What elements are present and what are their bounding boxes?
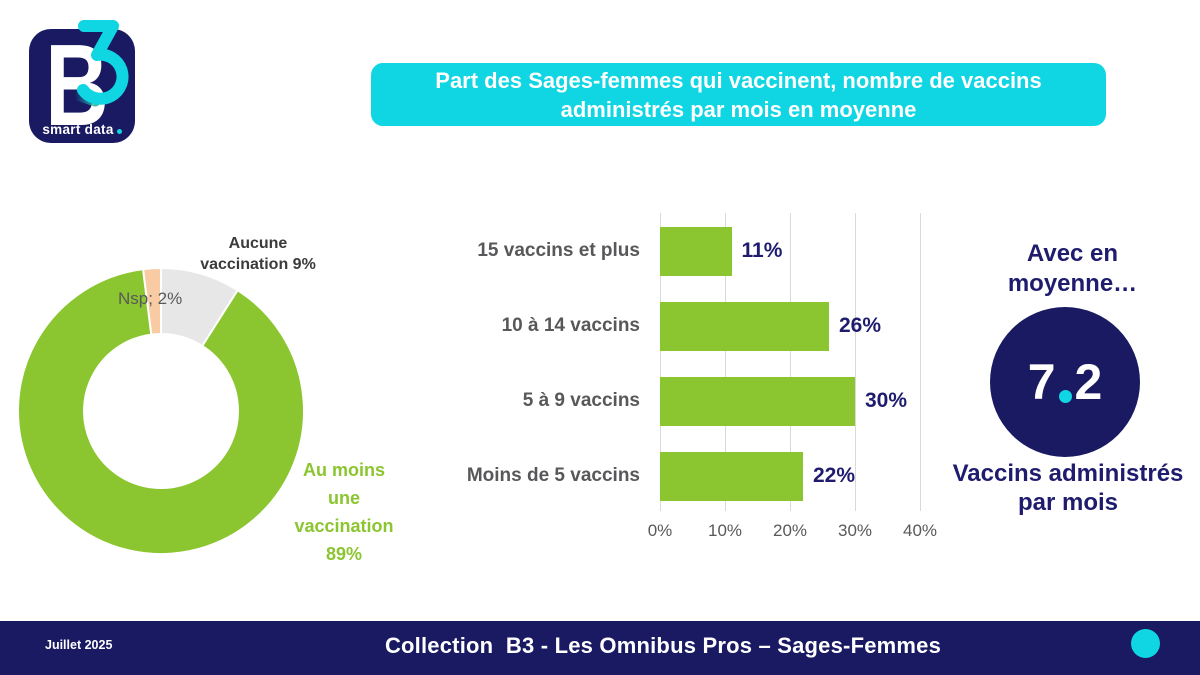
x-axis-tick-label: 20%	[772, 521, 808, 540]
donut-label-aucune-line2: vaccination 9%	[200, 256, 316, 273]
grid-line	[920, 213, 921, 511]
footer-collection-title: Collection B3 - Les Omnibus Pros – Sages…	[384, 633, 942, 658]
bar	[660, 377, 855, 426]
average-caption: Vaccins administrés par mois	[952, 460, 1184, 516]
average-value: 7 2	[1028, 357, 1103, 407]
logo-digit-3-icon	[77, 20, 129, 105]
average-circle: 7 2	[990, 307, 1140, 457]
donut-slice	[141, 266, 162, 336]
bar-value-label: 11%	[741, 239, 783, 262]
grid-line	[790, 213, 791, 511]
decimal-dot-icon	[1058, 390, 1072, 403]
bar	[660, 227, 732, 276]
donut-label-au-moins-line1: Au moins	[302, 460, 385, 480]
bar-category-label: 10 à 14 vaccins	[501, 315, 640, 336]
donut-label-au-moins-line3: vaccination	[294, 516, 394, 536]
donut-label-nsp: Nsp; 2%	[118, 289, 183, 308]
donut-label-au-moins-line4: 89%	[325, 544, 363, 564]
donut-label-aucune: Aucune vaccination 9%	[158, 233, 358, 275]
x-axis-tick-label: 0%	[647, 521, 673, 540]
slide-title-banner: Part des Sages-femmes qui vaccinent, nom…	[371, 63, 1106, 126]
donut-label-au-moins-line2: une	[327, 488, 360, 508]
bar-category-label: 5 à 9 vaccins	[522, 390, 640, 411]
grid-line	[725, 213, 726, 511]
grid-line	[660, 213, 661, 511]
donut-chart	[17, 266, 305, 555]
average-value-integer: 7	[1027, 354, 1056, 410]
average-heading: Avec en moyenne…	[1007, 240, 1138, 297]
logo-tagline: smart data	[29, 122, 135, 137]
bar	[660, 302, 829, 351]
logo-tagline-dot-icon	[116, 129, 122, 134]
bar-value-label: 22%	[813, 464, 856, 487]
average-value-decimal: 2	[1074, 354, 1103, 410]
x-axis-tick-label: 10%	[707, 521, 743, 540]
bar-value-label: 26%	[839, 314, 882, 337]
donut-label-aucune-line1: Aucune	[228, 235, 288, 252]
bar-category-label: 15 vaccins et plus	[477, 240, 640, 261]
x-axis-tick-label: 40%	[902, 521, 938, 540]
x-axis-tick-label: 30%	[837, 521, 873, 540]
bar	[660, 452, 803, 501]
footer-cyan-dot-icon	[1131, 629, 1160, 658]
logo-tagline-text: smart data	[42, 122, 114, 137]
bar-value-label: 30%	[865, 389, 908, 412]
b3-smart-data-logo: B	[29, 20, 135, 150]
donut-slice	[17, 268, 305, 555]
slide-title: Part des Sages-femmes qui vaccinent, nom…	[435, 67, 1042, 122]
bar-category-label: Moins de 5 vaccins	[466, 465, 640, 486]
footer-bar	[0, 621, 1200, 675]
grid-line	[855, 213, 856, 511]
footer-date: Juillet 2025	[45, 638, 113, 652]
donut-label-au-moins: Au moins une vaccination 89%	[281, 456, 407, 568]
